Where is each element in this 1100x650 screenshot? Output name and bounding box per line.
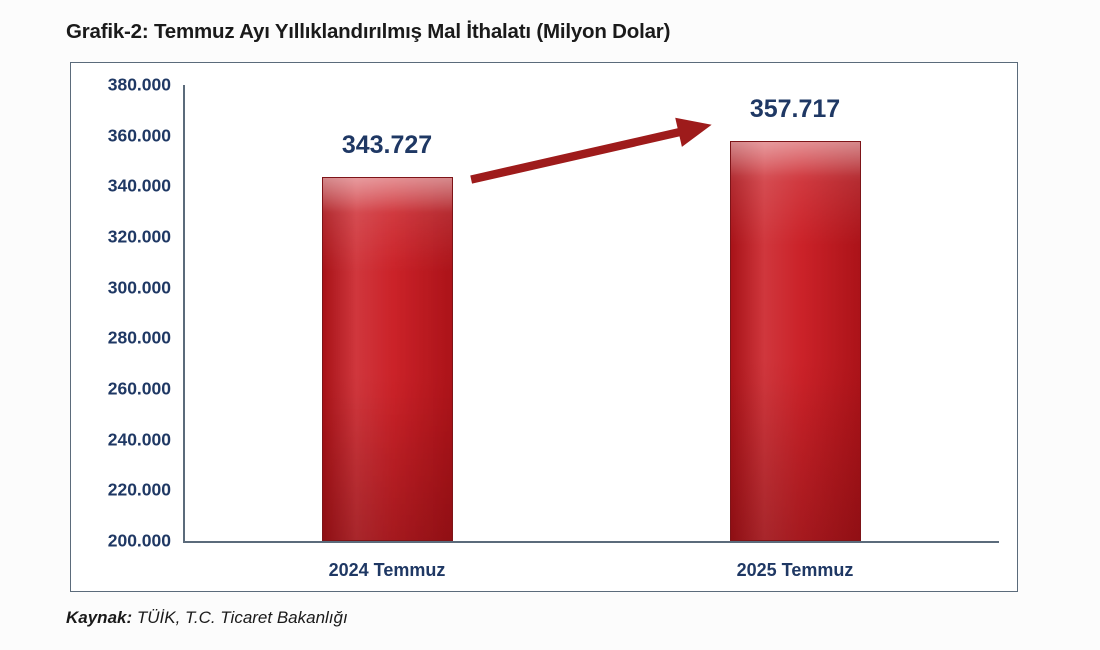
y-axis-tick-label: 300.000 <box>107 277 171 298</box>
y-axis-tick-label: 260.000 <box>107 378 171 399</box>
bar-value-label: 357.717 <box>749 95 841 124</box>
y-axis-tick-label: 340.000 <box>107 175 171 196</box>
y-axis-tick-label: 240.000 <box>107 429 171 450</box>
y-axis-tick-label: 280.000 <box>107 327 171 348</box>
x-axis-category-label: 2024 Temmuz <box>328 560 446 580</box>
y-axis-line <box>183 85 185 543</box>
source-text: TÜİK, T.C. Ticaret Bakanlığı <box>132 608 348 627</box>
plot-area: 380.000 360.000 340.000 320.000 300.000 280.0… <box>71 63 1017 591</box>
x-axis-line <box>183 541 999 543</box>
bar-value-label: 343.727 <box>341 130 433 159</box>
y-axis-tick-label: 380.000 <box>107 74 171 95</box>
source-label: Kaynak: <box>66 608 133 627</box>
page-title: Grafik-2: Temmuz Ayı Yıllıklandırılmış M… <box>66 20 671 43</box>
bar-1[interactable] <box>321 176 453 541</box>
y-axis-tick-label: 220.000 <box>107 479 171 500</box>
y-axis-tick-label: 200.000 <box>107 530 171 551</box>
x-axis-category-label: 2025 Temmuz <box>736 560 854 580</box>
y-axis-tick-label: 360.000 <box>107 125 171 146</box>
source-note: Kaynak: TÜİK, T.C. Ticaret Bakanlığı <box>66 608 348 628</box>
growth-arrow-icon <box>470 117 712 184</box>
y-axis-tick-label: 320.000 <box>107 226 171 247</box>
chart-frame: 380.000 360.000 340.000 320.000 300.000 280.0… <box>70 62 1018 592</box>
bar-2[interactable] <box>729 141 861 541</box>
